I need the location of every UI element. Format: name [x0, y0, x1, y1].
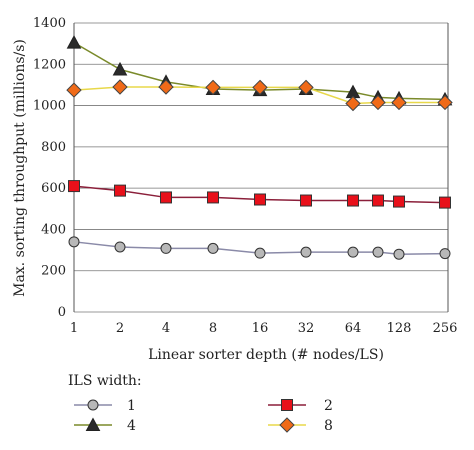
data-point-triangle	[85, 417, 101, 431]
legend-label-1: 1	[127, 398, 136, 414]
legend: 1 2 4 8	[74, 398, 333, 434]
data-point-diamond	[298, 79, 314, 96]
series-line-2	[73, 185, 446, 204]
x-tick-label: 16	[252, 321, 269, 336]
data-point-triangle	[112, 61, 128, 76]
data-point-circle	[160, 242, 172, 254]
series-line-1	[73, 241, 446, 255]
data-point-circle	[114, 241, 126, 253]
y-tick-label: 400	[41, 222, 66, 237]
x-tick-labels: 1 2 4 8 16 32 64 128 256	[70, 321, 458, 336]
y-tick-label: 600	[41, 181, 66, 196]
data-point-square	[393, 195, 405, 208]
data-point-diamond	[370, 94, 386, 111]
data-point-diamond	[345, 95, 361, 112]
y-tick-label: 1000	[33, 99, 66, 114]
data-point-square	[254, 193, 266, 206]
data-point-diamond	[391, 94, 407, 111]
data-point-circle	[87, 399, 99, 411]
plot-frame	[73, 23, 449, 312]
data-point-square	[68, 180, 80, 193]
y-tick-label: 200	[41, 264, 66, 279]
legend-label-2: 2	[324, 398, 333, 414]
series-markers	[66, 35, 453, 260]
data-point-circle	[347, 246, 359, 258]
legend-title: ILS width:	[68, 373, 142, 389]
data-point-circle	[68, 236, 80, 248]
y-axis-label: Max. sorting throughput (millions/s)	[12, 39, 28, 297]
data-point-diamond	[66, 82, 82, 98]
x-tick-label: 64	[345, 321, 362, 336]
data-point-triangle	[66, 35, 82, 49]
data-point-square	[160, 191, 172, 204]
x-axis-label: Linear sorter depth (# nodes/LS)	[148, 347, 384, 363]
x-tick-label: 4	[162, 321, 170, 336]
data-point-circle	[300, 246, 312, 258]
x-tick-label: 1	[70, 321, 78, 336]
x-tick-label: 32	[298, 321, 315, 336]
y-tick-label: 800	[41, 140, 66, 155]
data-point-circle	[254, 247, 266, 259]
data-point-diamond	[158, 79, 174, 95]
x-tick-label: 256	[433, 321, 458, 336]
data-point-diamond	[205, 79, 221, 96]
x-tick-label: 128	[387, 321, 412, 336]
legend-label-8: 8	[324, 418, 333, 434]
grid-lines	[74, 22, 448, 313]
legend-label-4: 4	[127, 418, 136, 434]
y-tick-label: 1200	[33, 57, 66, 72]
data-point-diamond	[112, 79, 128, 95]
data-point-circle	[372, 246, 384, 258]
data-point-square	[207, 191, 219, 204]
x-tick-label: 8	[209, 321, 217, 336]
y-tick-label: 0	[58, 305, 66, 320]
data-point-square	[281, 399, 293, 411]
data-point-diamond	[252, 79, 268, 96]
data-point-square	[300, 194, 312, 207]
data-point-square	[347, 194, 359, 207]
data-point-square	[372, 194, 384, 207]
data-point-diamond	[437, 94, 453, 111]
y-tick-labels: 0 200 400 600 800 1000 1200 1400	[33, 16, 66, 320]
data-point-diamond	[279, 417, 295, 433]
data-point-square	[114, 184, 126, 197]
data-point-circle	[393, 248, 405, 260]
data-point-circle	[439, 248, 451, 260]
series-lines	[73, 41, 446, 255]
x-tick-label: 2	[116, 321, 124, 336]
series-line-4	[73, 41, 446, 101]
data-point-circle	[207, 242, 219, 254]
series-line-8	[73, 86, 445, 105]
data-point-square	[439, 196, 451, 209]
y-tick-label: 1400	[33, 16, 66, 31]
